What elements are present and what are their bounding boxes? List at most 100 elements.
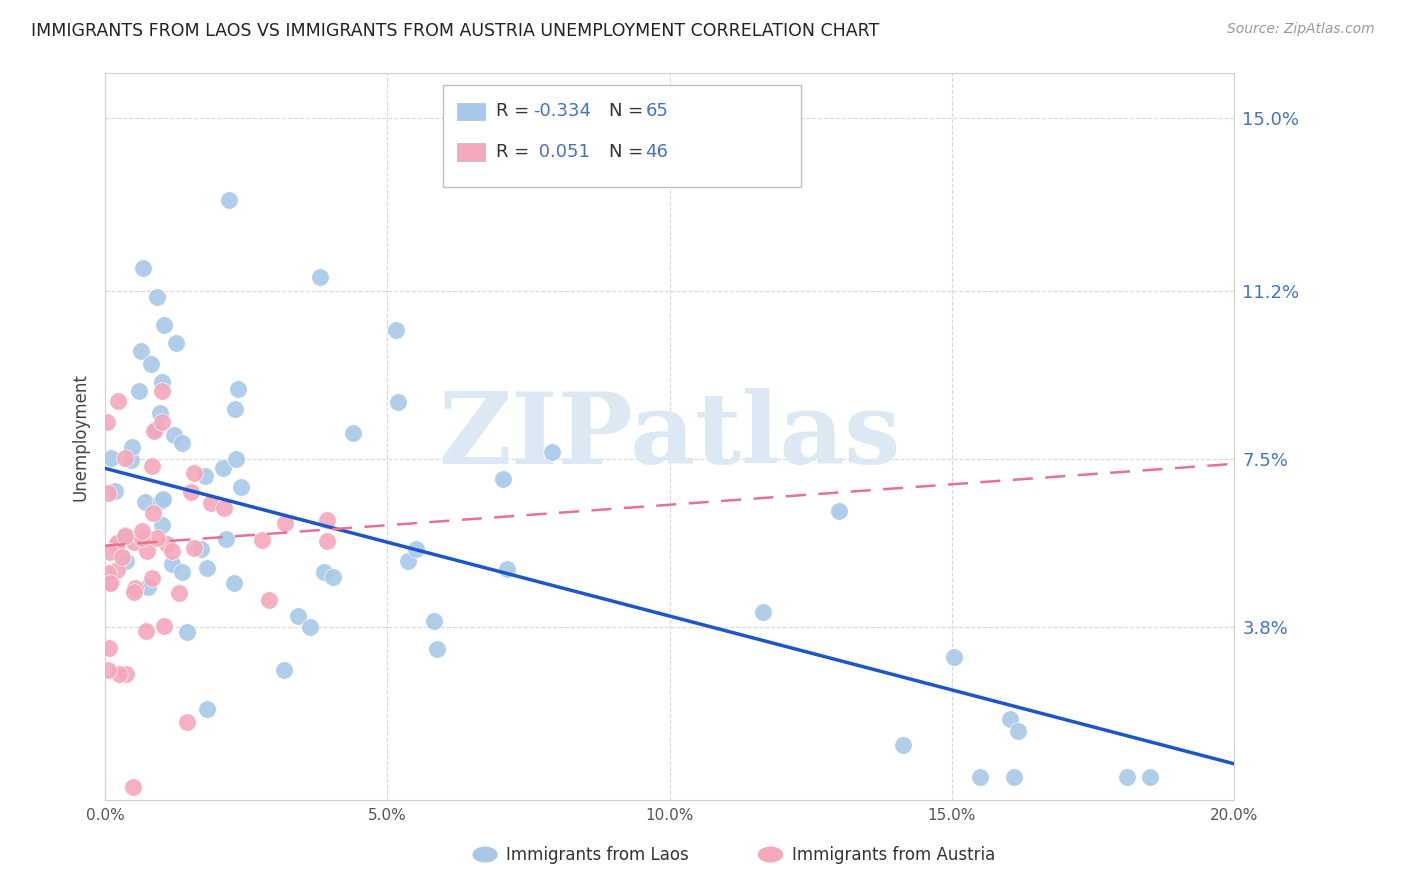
Point [143,425,166,439]
Point [190,542,212,557]
Point [197,561,219,575]
Text: N =: N = [609,103,648,120]
Point [136,543,159,558]
Point [114,451,136,466]
Point [131,531,153,545]
Point [273,663,295,677]
Point [385,323,408,337]
Point [541,444,564,458]
Point [98,545,121,559]
Point [141,459,163,474]
Point [176,625,198,640]
Text: R =: R = [496,103,536,120]
Point [183,541,205,555]
Point [97,566,120,581]
Point [172,565,194,579]
Point [231,480,253,494]
Point [287,609,309,624]
Point [141,571,163,585]
Point [105,563,128,577]
Point [250,533,273,548]
Point [211,461,233,475]
Point [107,537,129,551]
Point [1002,771,1025,785]
Point [195,702,218,716]
Point [145,531,167,545]
Point [998,712,1021,726]
Point [183,466,205,480]
Point [342,426,364,441]
Point [114,527,136,541]
Point [108,667,131,681]
Point [495,562,517,576]
Text: N =: N = [609,143,648,161]
Point [114,529,136,543]
Point [422,614,444,628]
Point [172,435,194,450]
Point [752,606,775,620]
Point [97,486,120,500]
Text: Source: ZipAtlas.com: Source: ZipAtlas.com [1227,22,1375,37]
Point [107,393,129,408]
Point [165,335,187,350]
Point [149,406,172,420]
Text: 65: 65 [645,103,668,120]
Point [156,537,179,551]
Text: Immigrants from Laos: Immigrants from Laos [506,846,689,863]
Point [150,384,173,398]
Point [218,193,240,207]
Point [225,451,247,466]
Point [96,415,118,429]
Y-axis label: Unemployment: Unemployment [72,373,89,500]
Point [150,415,173,429]
Text: IMMIGRANTS FROM LAOS VS IMMIGRANTS FROM AUSTRIA UNEMPLOYMENT CORRELATION CHART: IMMIGRANTS FROM LAOS VS IMMIGRANTS FROM … [31,22,879,40]
Point [150,375,173,389]
Point [136,580,159,594]
Point [121,440,143,454]
Point [105,536,128,550]
Point [169,585,191,599]
Point [134,495,156,509]
Point [153,318,176,333]
Point [129,343,152,358]
Point [180,484,202,499]
Point [298,620,321,634]
Point [152,619,174,633]
Point [224,575,246,590]
Point [314,565,336,579]
Point [139,357,162,371]
Point [942,649,965,664]
Point [150,518,173,533]
Point [405,541,427,556]
Point [308,270,330,285]
Point [224,401,246,416]
Point [257,593,280,607]
Point [176,715,198,730]
Point [492,472,515,486]
Point [226,382,249,396]
Point [315,534,337,549]
Point [163,428,186,442]
Point [396,554,419,568]
Text: ZIPatlas: ZIPatlas [439,388,901,485]
Point [828,504,851,518]
Text: R =: R = [496,143,536,161]
Point [98,576,121,591]
Point [322,570,344,584]
Point [122,535,145,549]
Point [891,739,914,753]
Point [104,483,127,498]
Point [98,641,121,656]
Point [1116,771,1139,785]
Point [969,771,991,785]
Point [120,452,142,467]
Text: 0.051: 0.051 [533,143,589,161]
Point [124,581,146,595]
Point [150,494,173,508]
Point [194,469,217,483]
Point [215,532,238,546]
Text: 46: 46 [645,143,668,161]
Point [1007,723,1029,738]
Point [115,667,138,681]
Point [100,450,122,465]
